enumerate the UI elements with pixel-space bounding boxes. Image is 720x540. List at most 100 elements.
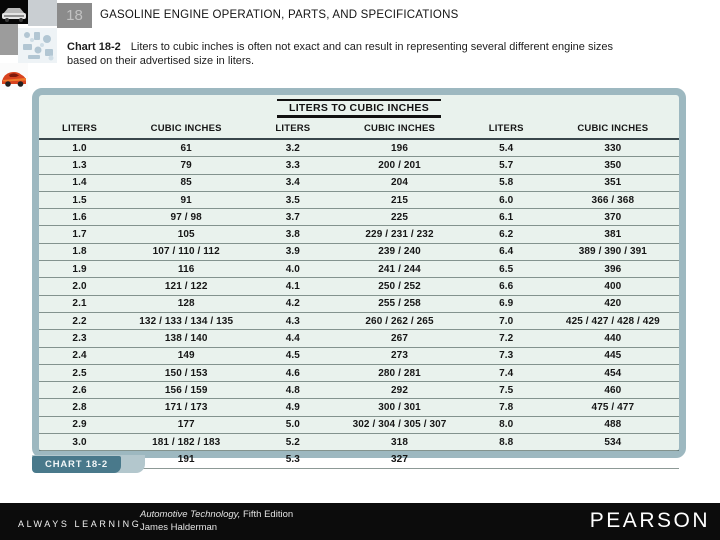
liters-to-cubic-inches-chart: LITERS TO CUBIC INCHES LITERS CUBIC INCHE…: [32, 88, 686, 469]
cubic-inches-value: 534: [604, 436, 622, 448]
chart-data-row: 6.9 420: [465, 296, 679, 313]
chart-data-row: 4.1 250 / 252: [252, 278, 466, 296]
chart-data-row: 2.8 171 / 173: [39, 399, 253, 417]
cubic-inches-value: 475 / 477: [591, 402, 635, 414]
cubic-inches-value: 105: [177, 229, 195, 241]
cubic-inches-value: 200 / 201: [378, 159, 421, 171]
chart-header-row: LITERS CUBIC INCHES: [465, 119, 679, 140]
liters-value: 4.8: [285, 384, 300, 396]
liters-value: 5.7: [499, 159, 514, 171]
liters-value: 4.9: [285, 402, 300, 414]
chart-data-row: 5.7 350: [465, 157, 679, 175]
liters-value: 6.9: [499, 298, 514, 310]
liters-value: 5.3: [285, 453, 300, 465]
chart-data-row: 1.5 91: [39, 192, 253, 210]
thumbnail-silver-car: [0, 0, 28, 24]
chart-data-row: 5.4 330: [465, 140, 679, 158]
liters-value: 5.2: [285, 436, 300, 448]
chart-data-row: 7.0 425 / 427 / 428 / 429: [465, 313, 679, 331]
cubic-inches-value: 460: [604, 384, 622, 396]
liters-header: LITERS: [275, 123, 311, 134]
liters-value: 6.5: [499, 263, 514, 275]
cubic-inches-value: 318: [391, 436, 409, 448]
engine-parts-icon: [18, 28, 57, 63]
chart-data-row: 6.6 400: [465, 278, 679, 296]
chart-data-row: 2.0 121 / 122: [39, 278, 253, 296]
chart-header-row: LITERS CUBIC INCHES: [39, 119, 253, 140]
chart-data-row: 8.8 534: [465, 434, 679, 452]
chart-data-row: 5.8 351: [465, 175, 679, 192]
pearson-logo: PEARSON: [589, 509, 710, 532]
chart-data-row: 6.1 370: [465, 209, 679, 227]
liters-value: 2.6: [72, 384, 87, 396]
liters-header: LITERS: [62, 123, 98, 134]
liters-value: 3.3: [285, 159, 300, 171]
cubic-inches-value: 150 / 153: [164, 367, 208, 379]
cubic-inches-value: 79: [180, 159, 192, 171]
cubic-inches-value: 171 / 173: [164, 402, 208, 414]
liters-value: 4.4: [285, 332, 300, 344]
cubic-inches-value: 488: [604, 419, 622, 431]
book-title: Automotive Technology,: [140, 509, 241, 520]
cubic-inches-header: CUBIC INCHES: [364, 123, 436, 134]
liters-value: 1.8: [72, 246, 87, 258]
book-author: James Halderman: [140, 521, 218, 533]
chart-data-row: 1.3 79: [39, 157, 253, 175]
liters-value: 1.3: [72, 159, 87, 171]
chart-data-row: 4.9 300 / 301: [252, 399, 466, 417]
book-info: Automotive Technology, Fifth Edition Jam…: [140, 509, 293, 534]
chart-data-row: 7.5 460: [465, 382, 679, 400]
liters-value: 1.9: [72, 263, 87, 275]
cubic-inches-value: 138 / 140: [164, 332, 208, 344]
chart-data-row: 3.4 204: [252, 175, 466, 192]
chart-data-row: 1.0 61: [39, 140, 253, 158]
chart-data-row: 3.3 200 / 201: [252, 157, 466, 175]
chart-data-row: 3.7 225: [252, 209, 466, 227]
cubic-inches-value: 327: [391, 453, 409, 465]
cubic-inches-value: 425 / 427 / 428 / 429: [565, 315, 660, 327]
chart-data-row: 4.2 255 / 258: [252, 296, 466, 313]
liters-value: 1.4: [72, 177, 87, 189]
cubic-inches-value: 241 / 244: [378, 263, 421, 275]
chart-data-row: 3.2 196: [252, 140, 466, 158]
cubic-inches-value: 191: [177, 453, 195, 465]
cubic-inches-value: 260 / 262 / 265: [365, 315, 434, 327]
page-title: GASOLINE ENGINE OPERATION, PARTS, AND SP…: [100, 9, 459, 21]
chart-data-row: 3.0 181 / 182 / 183: [39, 434, 253, 452]
liters-value: 6.2: [499, 229, 514, 241]
liters-value: 7.3: [499, 350, 514, 362]
liters-value: 7.2: [499, 332, 514, 344]
liters-value: 1.5: [72, 194, 87, 206]
cubic-inches-value: 366 / 368: [591, 194, 635, 206]
red-car-icon: [0, 63, 28, 90]
footer-bar: ALWAYS LEARNING Automotive Technology, F…: [0, 503, 720, 540]
liters-value: 5.4: [499, 142, 514, 154]
chart-data-row: 6.4 389 / 390 / 391: [465, 244, 679, 262]
liters-value: 1.6: [72, 211, 87, 223]
cubic-inches-value: 350: [604, 159, 622, 171]
liters-value: 6.0: [499, 194, 514, 206]
book-edition: Fifth Edition: [240, 509, 294, 520]
liters-value: 6.4: [499, 246, 514, 258]
cubic-inches-value: 85: [180, 177, 192, 189]
liters-value: 4.2: [285, 298, 300, 310]
thumbnail-engine-parts: [18, 28, 57, 63]
cubic-inches-value: 381: [604, 229, 622, 241]
always-learning-logo: ALWAYS LEARNING: [18, 519, 142, 529]
chart-data-row: 4.3 260 / 262 / 265: [252, 313, 466, 331]
chart-data-row: 7.2 440: [465, 330, 679, 348]
liters-value: 6.6: [499, 281, 514, 293]
decorative-gray-block-side: [0, 24, 18, 55]
chart-data-row: [465, 451, 679, 469]
liters-value: 1.0: [72, 142, 87, 154]
cubic-inches-value: 302 / 304 / 305 / 307: [352, 419, 447, 431]
chart-data-row: 2.3 138 / 140: [39, 330, 253, 348]
cubic-inches-value: 239 / 240: [378, 246, 421, 258]
chart-data-row: 6.0 366 / 368: [465, 192, 679, 210]
liters-value: 2.0: [72, 281, 87, 293]
cubic-inches-value: 292: [391, 384, 409, 396]
cubic-inches-value: 445: [604, 350, 622, 362]
cubic-inches-value: 91: [180, 194, 192, 206]
book-title-line: Automotive Technology, Fifth Edition: [140, 509, 293, 522]
cubic-inches-value: 273: [391, 350, 409, 362]
